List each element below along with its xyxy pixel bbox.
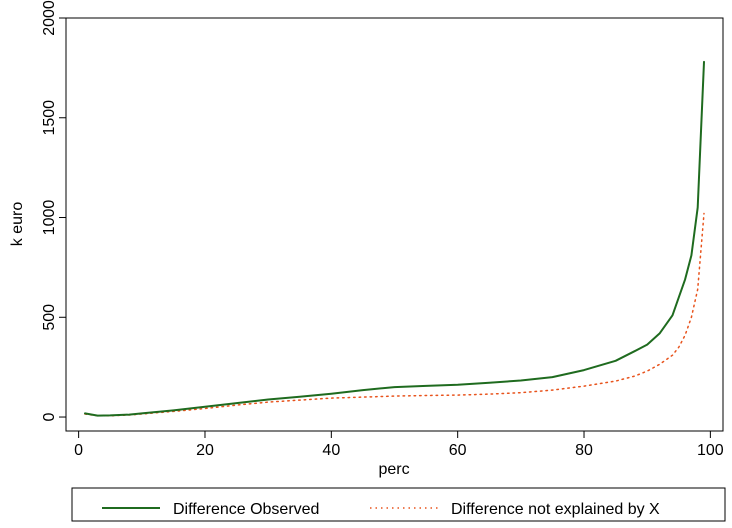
legend: Difference Observed Difference not expla… <box>71 487 726 522</box>
y-tick-label: 0 <box>41 412 58 421</box>
legend-label-observed: Difference Observed <box>173 501 319 518</box>
y-tick-label: 1000 <box>41 200 58 236</box>
y-tick-label: 500 <box>41 304 58 331</box>
plot-area-frame <box>65 17 724 432</box>
x-tick-label: 100 <box>697 442 724 459</box>
legend-box <box>71 487 726 522</box>
x-tick-label: 60 <box>449 442 467 459</box>
series-line-observed <box>84 60 705 417</box>
x-axis-label: perc <box>378 461 409 478</box>
x-tick-label: 40 <box>322 442 340 459</box>
x-tick-label: 20 <box>196 442 214 459</box>
y-tick-label: 2000 <box>41 0 58 36</box>
series-layer <box>84 60 705 417</box>
x-axis: 0 20 40 60 80 100 <box>74 431 724 459</box>
x-tick-label: 80 <box>575 442 593 459</box>
x-tick-label: 0 <box>74 442 83 459</box>
y-axis-label: k euro <box>9 202 26 247</box>
legend-label-unexplained: Difference not explained by X <box>451 501 660 518</box>
y-tick-label: 1500 <box>41 100 58 136</box>
y-axis: 0 500 1000 1500 2000 <box>41 0 66 421</box>
